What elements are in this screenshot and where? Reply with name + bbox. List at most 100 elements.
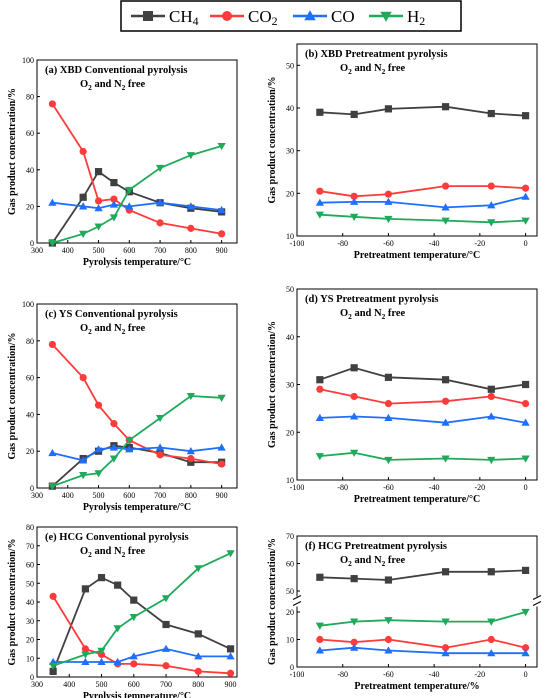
data-point-ch4 <box>487 385 495 393</box>
y-tick-label: 20 <box>286 189 294 198</box>
y-tick-label: 30 <box>286 147 294 156</box>
legend-label-co2: CO2 <box>248 7 278 28</box>
data-point-co2 <box>187 224 195 232</box>
series-co2 <box>316 182 530 200</box>
series-line-h2 <box>52 395 222 488</box>
y-tick-label: 30 <box>26 617 34 626</box>
data-point-ch4 <box>94 168 103 176</box>
data-point-h2 <box>129 613 138 622</box>
data-point-ch4 <box>79 193 87 201</box>
data-point-co <box>384 197 393 205</box>
data-point-co <box>384 646 393 654</box>
panel-title: (a) XBD Conventional pyrolysis <box>45 65 187 76</box>
panel-title: (f) HCG Pretreatment pyrolysis <box>305 541 447 552</box>
data-point-co2 <box>521 644 530 652</box>
x-tick-label: -100 <box>290 670 305 679</box>
plot-frame <box>36 59 238 244</box>
data-point-co <box>521 192 530 200</box>
data-point-ch4 <box>187 458 195 466</box>
series-line-co <box>319 646 526 655</box>
data-point-ch4 <box>350 364 358 372</box>
data-point-co2 <box>49 592 57 600</box>
data-point-h2 <box>194 565 203 573</box>
data-point-ch4 <box>384 105 393 113</box>
data-point-co <box>79 202 88 210</box>
plot-frame <box>296 43 538 237</box>
axis-break-gap <box>293 596 301 607</box>
y-tick-label: 60 <box>286 560 294 569</box>
data-point-co <box>217 443 226 451</box>
data-point-co <box>384 413 393 421</box>
data-point-co <box>441 649 450 657</box>
y-tick-label: 100 <box>22 300 34 309</box>
series-line-co2 <box>51 343 222 465</box>
data-point-co2 <box>384 635 393 644</box>
data-point-h2 <box>109 455 119 463</box>
data-point-h2 <box>521 217 530 225</box>
y-tick-label: 0 <box>30 673 34 682</box>
data-point-co <box>487 412 496 420</box>
x-tick-label: -80 <box>337 483 348 492</box>
data-point-ch4 <box>226 645 235 653</box>
data-point-co <box>113 657 122 666</box>
x-axis-label: Pyrolysis temperature/°C <box>83 502 191 513</box>
data-point-ch4 <box>384 373 393 381</box>
legend-label-ch4: CH4 <box>169 7 199 28</box>
legend-item-co: CO <box>293 7 355 26</box>
data-point-co2 <box>194 667 202 675</box>
series-co2 <box>316 385 530 408</box>
x-tick-label: -80 <box>337 670 348 679</box>
panel-subtitle: O2 and N2 free <box>80 323 146 336</box>
data-point-h2 <box>487 618 496 626</box>
data-point-ch4 <box>81 585 89 593</box>
x-axis-label: Pyrolysis temperature/°C <box>83 691 191 698</box>
data-point-ch4 <box>441 376 450 384</box>
data-point-co <box>521 649 530 657</box>
data-point-h2 <box>79 472 88 480</box>
data-point-co2 <box>187 454 195 463</box>
series-co2 <box>48 340 226 468</box>
x-tick-label: -20 <box>475 483 486 492</box>
x-tick-label: -60 <box>383 670 394 679</box>
data-point-h2 <box>521 608 530 617</box>
data-point-co2 <box>521 184 530 192</box>
panel-b: -100 -80 -60 -40 -20 0 10 20 30 40 50 Pretreatment … <box>267 43 538 261</box>
series-line-co2 <box>319 185 526 198</box>
data-point-co <box>125 445 134 453</box>
data-point-co2 <box>487 182 495 190</box>
x-axis-label: Pretreatment temperature/% <box>354 681 479 692</box>
data-point-ch4 <box>350 110 358 118</box>
x-tick-label: 600 <box>123 491 135 500</box>
data-point-co <box>226 652 235 660</box>
data-point-ch4 <box>521 566 530 574</box>
x-tick-label: -100 <box>290 483 305 492</box>
legend-marker-co2 <box>222 11 232 21</box>
axis-break-mark <box>532 601 542 606</box>
data-point-ch4 <box>487 109 495 118</box>
data-point-co <box>79 456 88 464</box>
y-axis-label: Gas product concentration/% <box>267 538 278 665</box>
data-point-ch4 <box>316 573 324 581</box>
y-tick-label: 60 <box>26 374 34 383</box>
data-point-ch4 <box>49 667 57 675</box>
data-point-co <box>81 657 90 666</box>
y-tick-label: 0 <box>30 239 34 248</box>
data-point-co <box>315 198 324 206</box>
panel-subtitle: O2 and N2 free <box>340 63 406 76</box>
panel-f: -100 -80 -60 -40 -20 0 0 10 20 50 60 70 Pretreatment… <box>267 532 542 692</box>
data-point-h2 <box>125 437 134 445</box>
data-point-co2 <box>384 400 393 408</box>
x-tick-label: 300 <box>31 680 43 689</box>
panel-subtitle: O2 and N2 free <box>80 546 146 559</box>
x-tick-label: 800 <box>192 680 204 689</box>
data-point-h2 <box>315 453 324 461</box>
y-tick-label: 0 <box>30 484 34 493</box>
series-co <box>315 643 530 657</box>
data-point-h2 <box>384 456 393 465</box>
panel-d: -100 -80 -60 -40 -20 0 10 20 30 40 50 Pretreatment … <box>267 285 538 505</box>
x-tick-label: 900 <box>216 246 228 255</box>
data-point-co2 <box>316 635 324 644</box>
x-tick-label: -60 <box>383 483 394 492</box>
data-point-h2 <box>384 215 393 224</box>
data-point-co2 <box>48 340 56 349</box>
